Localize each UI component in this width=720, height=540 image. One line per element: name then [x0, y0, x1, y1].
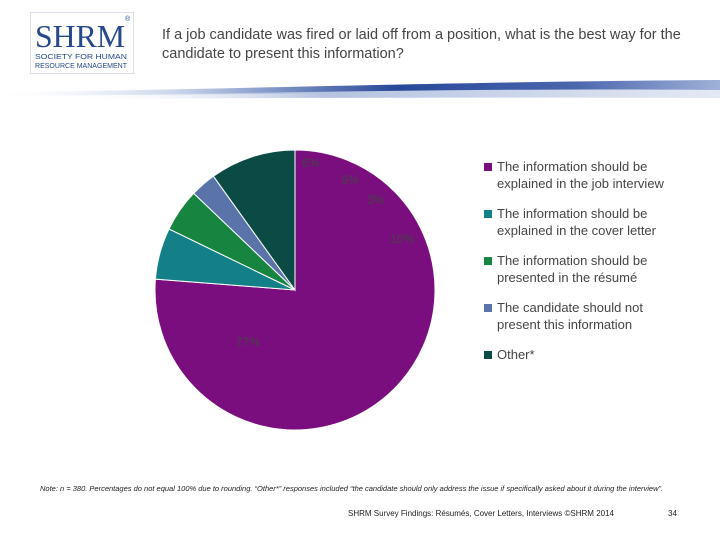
legend-label: The information should be explained in t… [497, 206, 656, 238]
header-band [0, 80, 720, 99]
slide-question: If a job candidate was fired or laid off… [162, 27, 681, 62]
logo-line-2: RESOURCE MANAGEMENT [35, 61, 127, 70]
legend-swatch [484, 304, 492, 312]
legend-swatch [484, 351, 492, 359]
shrm-logo: SHRM ® SOCIETY FOR HUMAN RESOURCE MANAGE… [30, 12, 134, 74]
pie-slice-label: 6% [302, 156, 320, 170]
legend-item: The information should be explained in t… [484, 205, 684, 239]
chart-legend: The information should be explained in t… [484, 158, 684, 363]
logo-line-1: SOCIETY FOR HUMAN [35, 52, 127, 61]
legend-label: The information should be explained in t… [497, 159, 664, 191]
legend-label: The information should be presented in t… [497, 253, 648, 285]
logo-registered-mark: ® [125, 15, 131, 23]
pie-slice-label: 5% [341, 173, 359, 187]
pie-slice-label: 77% [236, 335, 260, 349]
legend-swatch [484, 163, 492, 171]
footnote: Note: n = 380. Percentages do not equal … [40, 484, 664, 493]
footer-source: SHRM Survey Findings: Résumés, Cover Let… [348, 509, 614, 518]
legend-swatch [484, 257, 492, 265]
legend-label: Other* [497, 347, 535, 362]
pie-slice-label: 10% [390, 232, 414, 246]
legend-item: The candidate should not present this in… [484, 299, 684, 333]
legend-label: The candidate should not present this in… [497, 300, 643, 332]
pie-slice [154, 149, 436, 431]
pie-slice-label: 3% [367, 193, 385, 207]
legend-item: The information should be explained in t… [484, 158, 684, 192]
logo-wordmark: SHRM [35, 18, 125, 54]
legend-item: The information should be presented in t… [484, 252, 684, 286]
legend-item: Other* [484, 346, 684, 363]
pie-slice [212, 149, 296, 292]
legend-swatch [484, 210, 492, 218]
page-number: 34 [668, 509, 677, 518]
